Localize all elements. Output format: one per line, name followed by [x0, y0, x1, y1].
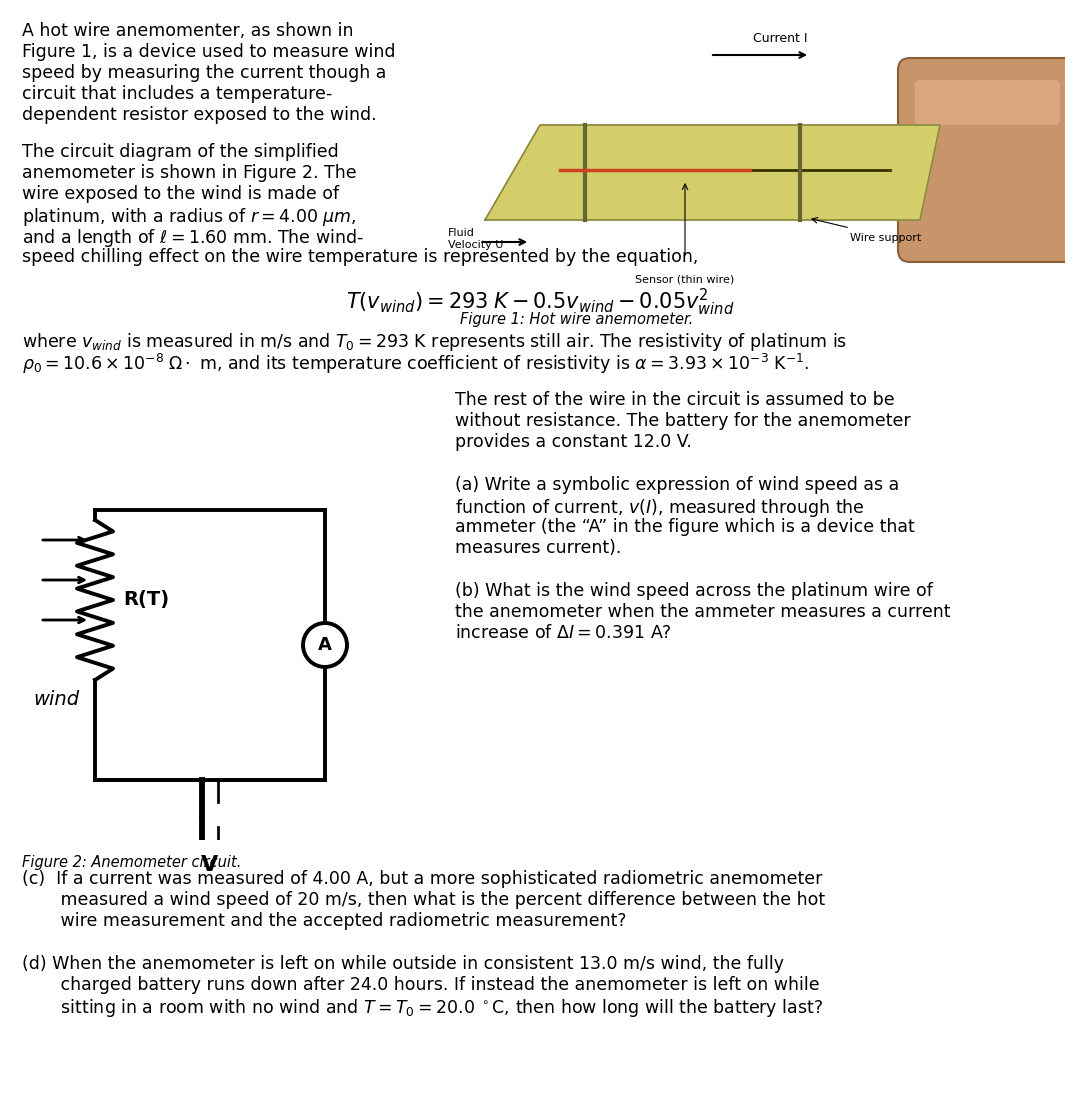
- Text: ammeter (the “A” in the figure which is a device that: ammeter (the “A” in the figure which is …: [455, 518, 915, 536]
- Text: (a) Write a symbolic expression of wind speed as a: (a) Write a symbolic expression of wind …: [455, 476, 900, 494]
- Text: Figure 1, is a device used to measure wind: Figure 1, is a device used to measure wi…: [22, 43, 395, 60]
- Text: R(T): R(T): [123, 591, 170, 609]
- Text: Current I: Current I: [753, 32, 807, 45]
- Text: wire exposed to the wind is made of: wire exposed to the wind is made of: [22, 185, 339, 204]
- Text: (d) When the anemometer is left on while outside in consistent 13.0 m/s wind, th: (d) When the anemometer is left on while…: [22, 955, 784, 974]
- Text: speed chilling effect on the wire temperature is represented by the equation,: speed chilling effect on the wire temper…: [22, 248, 699, 266]
- Text: measured a wind speed of 20 m/s, then what is the percent difference between the: measured a wind speed of 20 m/s, then wh…: [22, 891, 825, 909]
- Text: increase of $\Delta I = 0.391$ A?: increase of $\Delta I = 0.391$ A?: [455, 624, 672, 642]
- Text: A: A: [319, 636, 332, 654]
- Text: the anemometer when the ammeter measures a current: the anemometer when the ammeter measures…: [455, 603, 950, 622]
- Text: without resistance. The battery for the anemometer: without resistance. The battery for the …: [455, 412, 910, 430]
- Polygon shape: [485, 125, 940, 220]
- Text: Figure 2: Anemometer circuit.: Figure 2: Anemometer circuit.: [22, 855, 241, 870]
- Text: Wire support: Wire support: [850, 233, 921, 243]
- Text: Figure 1: Hot wire anemometer.: Figure 1: Hot wire anemometer.: [460, 312, 693, 327]
- Text: (c)  If a current was measured of 4.00 A, but a more sophisticated radiometric a: (c) If a current was measured of 4.00 A,…: [22, 870, 822, 888]
- Text: provides a constant 12.0 V.: provides a constant 12.0 V.: [455, 433, 692, 451]
- Text: where $v_{wind}$ is measured in m/s and $T_0 = 293$ K represents still air. The : where $v_{wind}$ is measured in m/s and …: [22, 331, 847, 353]
- FancyBboxPatch shape: [915, 80, 1059, 125]
- Circle shape: [303, 623, 347, 667]
- Text: anemometer is shown in Figure 2. The: anemometer is shown in Figure 2. The: [22, 164, 356, 182]
- Text: (b) What is the wind speed across the platinum wire of: (b) What is the wind speed across the pl…: [455, 582, 933, 600]
- Text: A hot wire anemomenter, as shown in: A hot wire anemomenter, as shown in: [22, 22, 353, 40]
- Text: Fluid
Velocity U: Fluid Velocity U: [448, 228, 503, 250]
- FancyBboxPatch shape: [897, 58, 1077, 262]
- Text: wire measurement and the accepted radiometric measurement?: wire measurement and the accepted radiom…: [22, 912, 626, 930]
- Text: dependent resistor exposed to the wind.: dependent resistor exposed to the wind.: [22, 106, 377, 124]
- Text: measures current).: measures current).: [455, 539, 621, 557]
- Text: speed by measuring the current though a: speed by measuring the current though a: [22, 64, 387, 82]
- Text: $T(v_{wind}) = 293\;K - 0.5v_{wind} - 0.05v^2_{wind}$: $T(v_{wind}) = 293\;K - 0.5v_{wind} - 0.…: [346, 287, 734, 318]
- Text: Sensor (thin wire): Sensor (thin wire): [635, 275, 734, 285]
- Text: V: V: [201, 855, 218, 875]
- Text: wind: wind: [33, 690, 79, 710]
- Text: $\rho_0 = 10.6 \times 10^{-8}\;\Omega\cdot$ m, and its temperature coefficient o: $\rho_0 = 10.6 \times 10^{-8}\;\Omega\cd…: [22, 352, 809, 376]
- Text: charged battery runs down after 24.0 hours. If instead the anemometer is left on: charged battery runs down after 24.0 hou…: [22, 976, 820, 994]
- Text: and a length of $\ell = 1.60$ mm. The wind-: and a length of $\ell = 1.60$ mm. The wi…: [22, 227, 364, 249]
- Text: The circuit diagram of the simplified: The circuit diagram of the simplified: [22, 143, 339, 161]
- Text: The rest of the wire in the circuit is assumed to be: The rest of the wire in the circuit is a…: [455, 390, 894, 409]
- Text: circuit that includes a temperature-: circuit that includes a temperature-: [22, 85, 333, 103]
- Text: function of current, $v(I)$, measured through the: function of current, $v(I)$, measured th…: [455, 497, 865, 519]
- Text: sitting in a room with no wind and $T = T_0 = 20.0\;^\circ$C, then how long will: sitting in a room with no wind and $T = …: [22, 997, 823, 1019]
- Text: platinum, with a radius of $r = 4.00\;\mu m$,: platinum, with a radius of $r = 4.00\;\m…: [22, 206, 355, 228]
